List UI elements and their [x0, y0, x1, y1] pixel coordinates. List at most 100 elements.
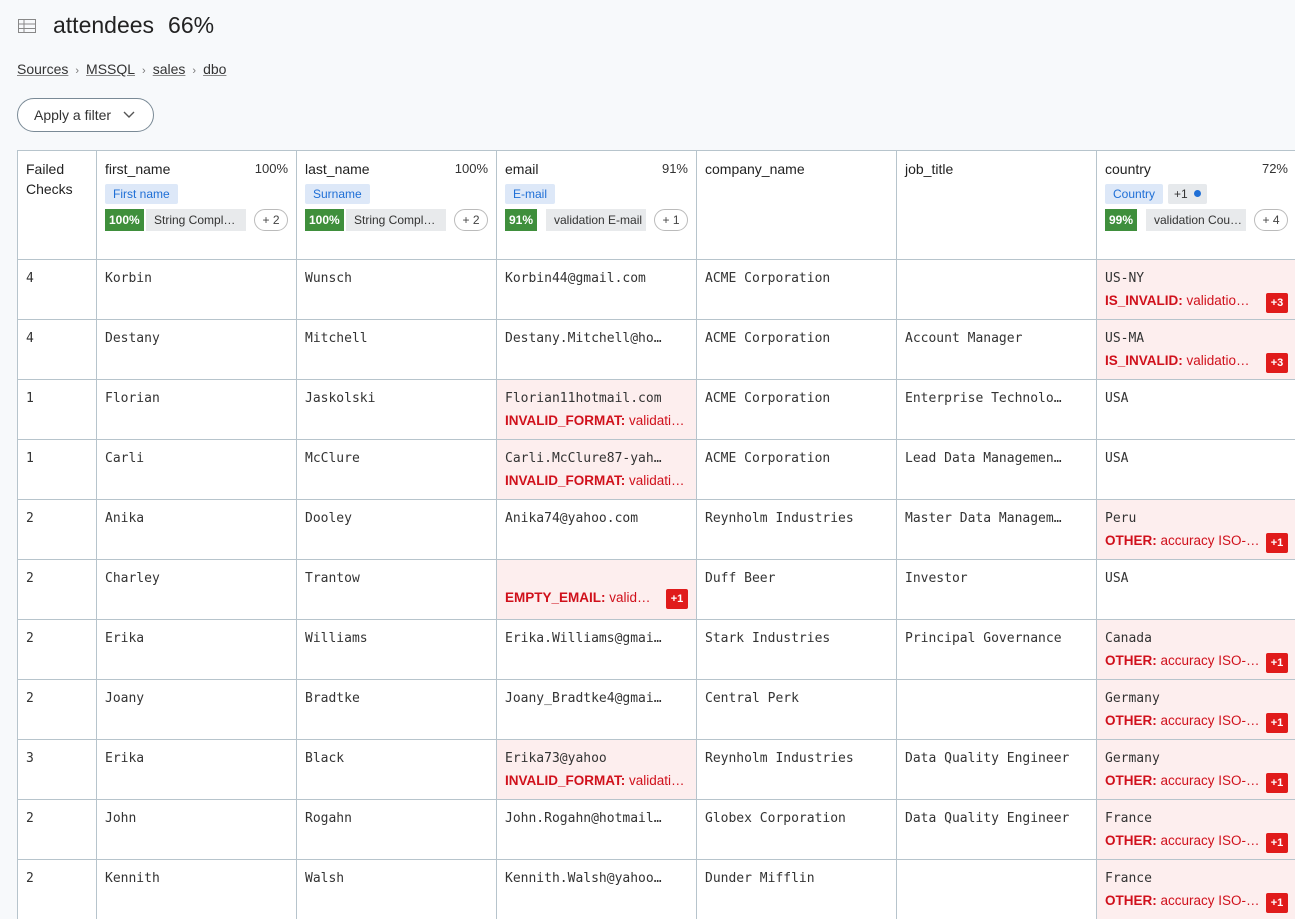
- rule-score: 99%: [1105, 209, 1138, 231]
- more-rules[interactable]: + 2: [254, 209, 288, 231]
- table-cell: Wunsch: [296, 259, 497, 320]
- cell-value: Charley: [105, 571, 160, 586]
- column-tag: Surname: [305, 184, 370, 204]
- column-score: 100%: [454, 161, 488, 176]
- table-cell: Canada OTHER: accuracy ISO-… +1: [1096, 619, 1295, 680]
- table-cell: Black: [296, 739, 497, 800]
- filter-button[interactable]: Apply a filter: [17, 98, 154, 132]
- cell-value: Florian11hotmail.com: [505, 391, 662, 406]
- column-header: company_name: [696, 150, 897, 260]
- breadcrumb[interactable]: Sources: [17, 61, 69, 77]
- column-header: country 72% Country +1 99% validation Cou… + 4: [1096, 150, 1295, 260]
- data-table: Failed Checks first_name 100% First name 100…: [17, 150, 1295, 919]
- table-cell: Korbin44@gmail.com: [496, 259, 697, 320]
- more-rules[interactable]: + 2: [454, 209, 488, 231]
- table-cell: Reynholm Industries: [696, 499, 897, 560]
- breadcrumb[interactable]: dbo: [203, 61, 227, 77]
- cell-value: Destany: [105, 331, 160, 346]
- cell-value: Enterprise Technolo…: [905, 391, 1062, 406]
- error-code: OTHER:: [1105, 653, 1157, 668]
- error-count-badge[interactable]: +1: [1266, 833, 1288, 853]
- table-cell: Globex Corporation: [696, 799, 897, 860]
- error-code: IS_INVALID:: [1105, 353, 1183, 368]
- breadcrumb-separator: ›: [142, 65, 146, 77]
- cell-value: 1: [26, 391, 34, 406]
- error-text: validatio…: [1186, 293, 1250, 308]
- cell-value: Anika74@yahoo.com: [505, 511, 639, 526]
- table-cell: Erika.Williams@gmai…: [496, 619, 697, 680]
- table-cell: McClure: [296, 439, 497, 500]
- table-cell: Central Perk: [696, 679, 897, 740]
- table-cell: Carli: [96, 439, 297, 500]
- error-code: OTHER:: [1105, 833, 1157, 848]
- error-count-badge[interactable]: +1: [1266, 653, 1288, 673]
- table-cell: Master Data Managem…: [896, 499, 1097, 560]
- table-cell: Jaskolski: [296, 379, 497, 440]
- breadcrumb[interactable]: sales: [152, 61, 186, 77]
- cell-value: ACME Corporation: [705, 391, 831, 406]
- error-count-badge[interactable]: +3: [1266, 293, 1288, 313]
- table-cell: USA: [1096, 559, 1295, 620]
- cell-value: Trantow: [305, 571, 360, 586]
- cell-value: Kennith.Walsh@yahoo…: [505, 871, 662, 886]
- cell-value: Florian: [105, 391, 160, 406]
- error-code: INVALID_FORMAT:: [505, 413, 626, 428]
- table-cell: 2: [17, 859, 97, 919]
- breadcrumb[interactable]: MSSQL: [86, 61, 136, 77]
- table-cell: Anika: [96, 499, 297, 560]
- table-cell: 2: [17, 499, 97, 560]
- table-cell: Florian: [96, 379, 297, 440]
- cell-value: Lead Data Managemen…: [905, 451, 1062, 466]
- table-cell: EMPTY_EMAIL: valid… +1: [496, 559, 697, 620]
- more-rules[interactable]: + 1: [654, 209, 688, 231]
- cell-value: Korbin44@gmail.com: [505, 271, 646, 286]
- status-dot: [1193, 190, 1201, 197]
- table-cell: 1: [17, 379, 97, 440]
- error-count-badge[interactable]: +1: [1266, 713, 1288, 733]
- error-count-badge[interactable]: +3: [1266, 353, 1288, 373]
- error-count-badge[interactable]: +1: [1266, 893, 1288, 913]
- error-code: INVALID_FORMAT:: [505, 773, 626, 788]
- cell-value: 2: [26, 871, 34, 886]
- column-header: job_title: [896, 150, 1097, 260]
- cell-value: Data Quality Engineer: [905, 811, 1070, 826]
- cell-value: US-NY: [1105, 271, 1145, 286]
- page-title: attendees 66%: [53, 12, 214, 39]
- breadcrumb-separator: ›: [192, 65, 197, 77]
- error-code: OTHER:: [1105, 533, 1157, 548]
- table-row: 2 Anika Dooley Anika74@yahoo.com Reynholm In…: [17, 499, 1295, 560]
- table-cell: Duff Beer: [696, 559, 897, 620]
- table-cell: Joany: [96, 679, 297, 740]
- cell-value: 4: [26, 271, 34, 286]
- error-code: INVALID_FORMAT:: [505, 473, 626, 488]
- table-cell: 4: [17, 319, 97, 380]
- cell-value: Erika.Williams@gmai…: [505, 631, 662, 646]
- error-count-badge[interactable]: +1: [1266, 773, 1288, 793]
- cell-value: Reynholm Industries: [705, 751, 854, 766]
- error-count-badge[interactable]: +1: [1266, 533, 1288, 553]
- rule-name: validation Cou…: [1146, 209, 1246, 231]
- table-cell: Data Quality Engineer: [896, 799, 1097, 860]
- more-rules[interactable]: + 4: [1254, 209, 1288, 231]
- error-text: accuracy ISO-…: [1160, 833, 1260, 848]
- table-cell: 2: [17, 559, 97, 620]
- cell-value: Kennith: [105, 871, 160, 886]
- error-count-badge[interactable]: +1: [666, 589, 688, 609]
- error-text: accuracy ISO-…: [1160, 713, 1260, 728]
- error-text: accuracy ISO-…: [1160, 653, 1260, 668]
- cell-value: Anika: [105, 511, 145, 526]
- cell-value: Germany: [1105, 751, 1160, 766]
- error-text: validati…: [629, 413, 685, 428]
- cell-value: Dooley: [305, 511, 352, 526]
- rule-name: validation E-mail: [546, 209, 646, 231]
- table-cell: Germany OTHER: accuracy ISO-… +1: [1096, 679, 1295, 740]
- table-row: 3 Erika Black Erika73@yahoo INVALID_FORMAT: …: [17, 739, 1295, 800]
- table-cell: 3: [17, 739, 97, 800]
- table-cell: Florian11hotmail.com INVALID_FORMAT: vali…: [496, 379, 697, 440]
- table-cell: ACME Corporation: [696, 379, 897, 440]
- table-cell: Destany.Mitchell@ho…: [496, 319, 697, 380]
- error-code: IS_INVALID:: [1105, 293, 1183, 308]
- cell-value: USA: [1105, 391, 1129, 406]
- cell-value: Joany_Bradtke4@gmai…: [505, 691, 662, 706]
